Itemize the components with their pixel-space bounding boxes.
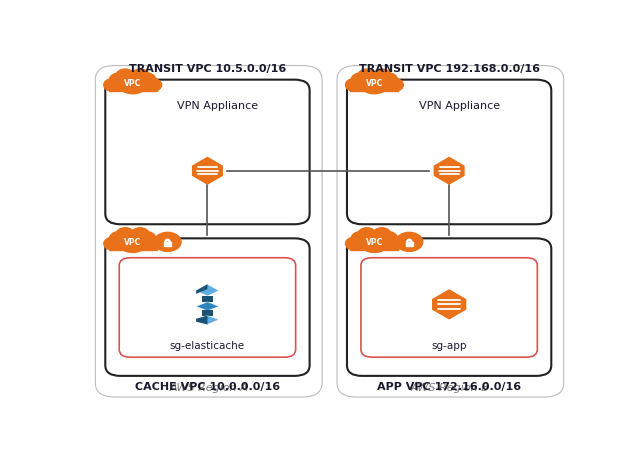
Text: CACHE VPC 10.0.0.0/16: CACHE VPC 10.0.0.0/16 — [135, 382, 280, 392]
Circle shape — [345, 237, 363, 250]
Circle shape — [118, 73, 148, 94]
Polygon shape — [196, 302, 219, 311]
Circle shape — [385, 237, 403, 250]
Circle shape — [116, 69, 134, 82]
Circle shape — [359, 231, 390, 252]
Text: VPC: VPC — [124, 79, 141, 88]
Text: VPC: VPC — [366, 238, 383, 247]
Circle shape — [116, 228, 134, 240]
Text: VPN Appliance: VPN Appliance — [177, 101, 258, 111]
Polygon shape — [202, 296, 213, 302]
Circle shape — [143, 237, 161, 250]
Circle shape — [385, 79, 403, 91]
Circle shape — [359, 73, 390, 94]
Circle shape — [345, 79, 363, 91]
Circle shape — [109, 231, 131, 247]
Bar — [109, 241, 157, 250]
Polygon shape — [196, 316, 208, 324]
Polygon shape — [192, 157, 223, 185]
Polygon shape — [196, 316, 219, 324]
Circle shape — [104, 79, 122, 91]
Text: VPC: VPC — [366, 79, 383, 88]
Text: APP VPC 172.16.0.0/16: APP VPC 172.16.0.0/16 — [377, 382, 521, 392]
Circle shape — [131, 69, 149, 82]
Polygon shape — [432, 289, 466, 320]
Bar — [164, 242, 171, 246]
Text: VPN Appliance: VPN Appliance — [419, 101, 500, 111]
Circle shape — [373, 69, 391, 82]
Text: VPC: VPC — [124, 238, 141, 247]
Polygon shape — [202, 310, 213, 316]
Text: AWS Region A: AWS Region A — [169, 383, 248, 393]
Circle shape — [154, 232, 181, 251]
Polygon shape — [433, 157, 465, 185]
Circle shape — [373, 228, 391, 240]
Text: sg-app: sg-app — [431, 341, 467, 351]
Circle shape — [109, 73, 131, 88]
Circle shape — [351, 231, 373, 247]
Circle shape — [351, 73, 373, 88]
Text: TRANSIT VPC 10.5.0.0/16: TRANSIT VPC 10.5.0.0/16 — [129, 65, 286, 74]
Text: sg-elasticache: sg-elasticache — [170, 341, 245, 351]
Circle shape — [376, 231, 398, 247]
Text: AWS Region B: AWS Region B — [411, 383, 490, 393]
Text: TRANSIT VPC 192.168.0.0/16: TRANSIT VPC 192.168.0.0/16 — [359, 65, 539, 74]
Polygon shape — [196, 284, 219, 296]
Circle shape — [131, 228, 149, 240]
Circle shape — [358, 69, 376, 82]
Bar — [109, 82, 157, 91]
Circle shape — [358, 228, 376, 240]
Circle shape — [376, 73, 398, 88]
Bar — [406, 242, 413, 246]
Circle shape — [134, 73, 156, 88]
Circle shape — [143, 79, 161, 91]
Circle shape — [134, 231, 156, 247]
Circle shape — [104, 237, 122, 250]
Circle shape — [396, 232, 422, 251]
Bar — [350, 82, 398, 91]
Circle shape — [118, 231, 148, 252]
Polygon shape — [196, 284, 208, 294]
Bar — [350, 241, 398, 250]
